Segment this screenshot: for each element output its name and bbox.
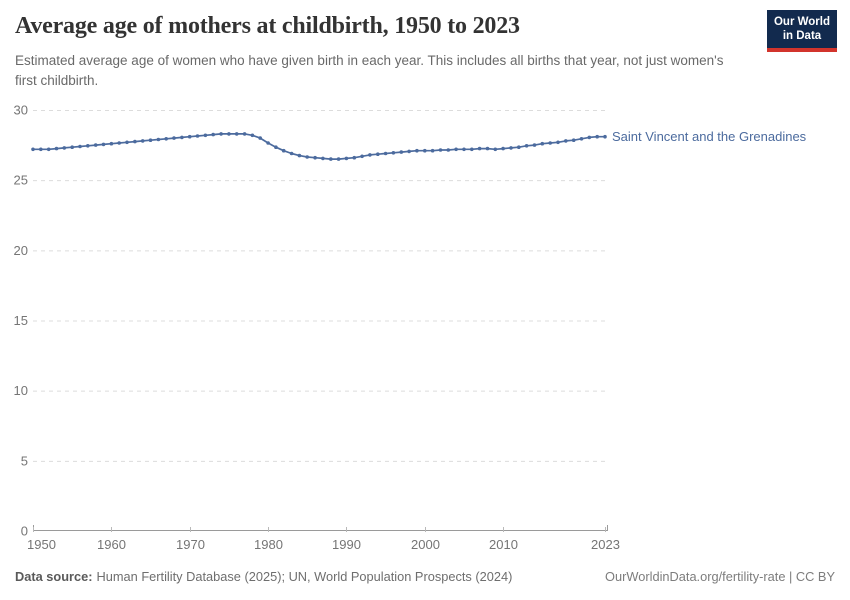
svg-text:5: 5 (21, 453, 28, 468)
data-source: Data source: Human Fertility Database (20… (15, 569, 512, 584)
svg-text:1950: 1950 (27, 537, 56, 552)
svg-text:1990: 1990 (332, 537, 361, 552)
svg-text:1980: 1980 (254, 537, 283, 552)
svg-text:0: 0 (21, 524, 28, 539)
data-source-text: Human Fertility Database (2025); UN, Wor… (96, 569, 513, 584)
license-credit: OurWorldinData.org/fertility-rate | CC B… (605, 569, 835, 584)
data-source-label: Data source: (15, 569, 93, 584)
svg-text:2023: 2023 (591, 537, 620, 552)
svg-text:15: 15 (14, 313, 28, 328)
svg-text:2000: 2000 (411, 537, 440, 552)
owid-logo: Our World in Data (767, 10, 837, 52)
svg-text:1970: 1970 (176, 537, 205, 552)
series-label: Saint Vincent and the Grenadines (612, 128, 807, 144)
chart-footer: Data source: Human Fertility Database (20… (15, 569, 835, 584)
svg-text:20: 20 (14, 243, 28, 258)
svg-text:1960: 1960 (97, 537, 126, 552)
chart-subtitle: Estimated average age of women who have … (15, 53, 724, 88)
owid-logo-line2: in Data (782, 30, 822, 43)
svg-text:2010: 2010 (489, 537, 518, 552)
svg-text:10: 10 (14, 383, 28, 398)
svg-text:25: 25 (14, 173, 28, 188)
owid-logo-line1: Our World (773, 16, 830, 28)
line-chart: 0 5 10 15 20 25 30 1950 1960 1970 1980 1990 2000 2010… (14, 103, 620, 553)
svg-text:30: 30 (14, 103, 28, 118)
chart-title: Average age of mothers at childbirth, 19… (15, 13, 520, 39)
